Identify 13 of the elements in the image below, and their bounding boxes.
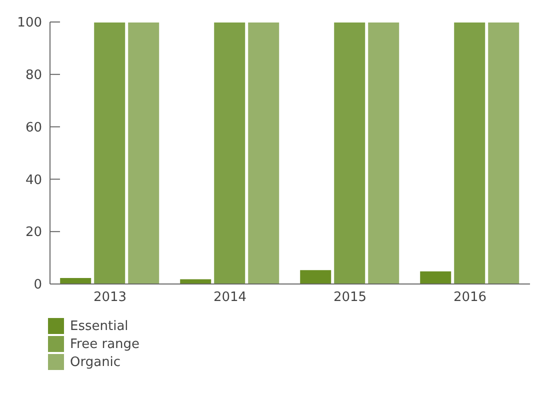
y-tick-label: 60 [25, 120, 42, 136]
y-tick-label: 0 [34, 278, 42, 293]
legend-label: Free range [70, 336, 140, 352]
y-tick-label: 40 [25, 172, 42, 188]
x-tick-label: 2015 [333, 290, 367, 306]
legend-label: Organic [70, 354, 121, 370]
legend-label: Essential [70, 318, 128, 334]
x-tick-label: 2013 [93, 290, 127, 306]
y-tick-label: 20 [25, 225, 42, 240]
y-tick-label: 80 [25, 68, 42, 84]
x-tick-label: 2014 [213, 290, 247, 306]
y-tick-label: 100 [17, 16, 42, 31]
x-tick-label: 2016 [453, 290, 487, 306]
